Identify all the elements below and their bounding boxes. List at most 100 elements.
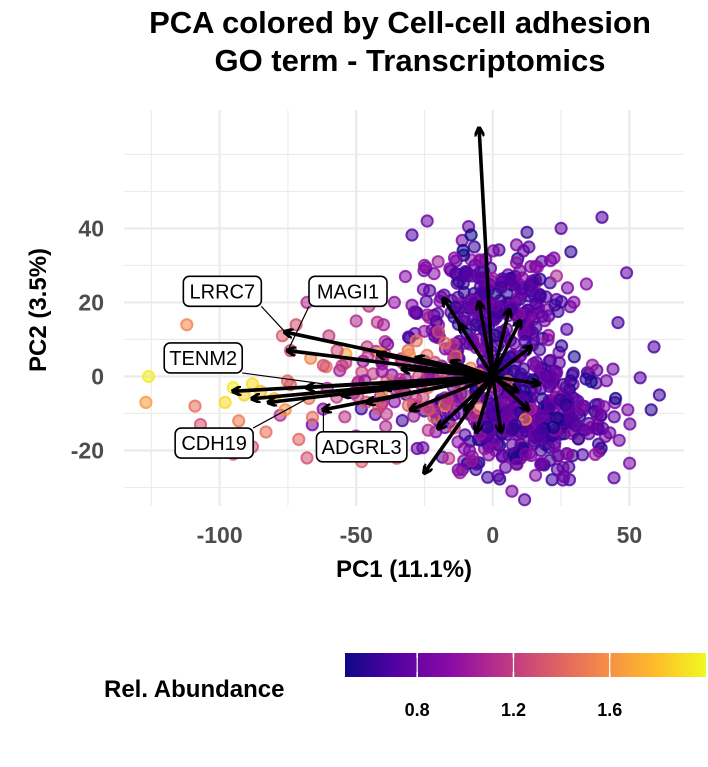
- data-point: [533, 272, 547, 286]
- data-point: [232, 414, 246, 428]
- label-leader-line: [260, 305, 286, 333]
- data-point: [566, 366, 580, 380]
- data-point: [473, 253, 487, 267]
- data-point: [409, 334, 423, 348]
- data-point: [612, 433, 626, 447]
- data-point: [633, 371, 647, 385]
- data-point: [509, 256, 524, 270]
- data-point: [518, 493, 532, 507]
- data-point: [456, 243, 470, 258]
- data-point: [416, 441, 430, 455]
- data-point: [407, 305, 422, 319]
- x-axis-title: PC1 (11.1%): [336, 556, 472, 583]
- loading-arrow: [384, 374, 493, 387]
- loading-arrow: [479, 302, 495, 377]
- data-point: [541, 333, 555, 347]
- loading-arrow: [411, 374, 494, 409]
- data-point: [508, 418, 523, 432]
- colorbar: [345, 653, 706, 677]
- data-point: [520, 225, 534, 239]
- data-point: [606, 362, 620, 376]
- data-point: [535, 309, 549, 323]
- label-box: [308, 275, 388, 308]
- data-point: [554, 295, 569, 309]
- x-tick-label: 0: [486, 522, 499, 548]
- loading-arrow: [491, 310, 509, 377]
- gene-labels: LRRC7 MAGI1 TENM2 CDH19 ADGRL3: [163, 275, 408, 463]
- data-point: [533, 343, 547, 357]
- data-point: [546, 420, 561, 434]
- data-point: [518, 412, 533, 426]
- data-point: [560, 281, 575, 295]
- data-point: [554, 221, 568, 235]
- x-tick-label: -50: [340, 522, 373, 548]
- label-leader-line: [287, 306, 310, 351]
- y-tick-label: 40: [78, 215, 104, 241]
- data-point: [540, 370, 554, 384]
- data-point: [419, 294, 433, 308]
- data-point: [562, 403, 576, 417]
- data-point: [559, 380, 573, 394]
- data-point: [534, 457, 548, 471]
- colorbar-ticks: 0.8 1.2 1.6: [405, 653, 622, 720]
- data-point: [590, 407, 604, 421]
- data-point: [278, 403, 292, 417]
- label-text: LRRC7: [190, 281, 256, 303]
- data-point: [180, 318, 194, 332]
- data-point: [505, 438, 519, 452]
- data-point: [621, 403, 635, 417]
- label-leader-line: [252, 398, 308, 429]
- data-point: [585, 358, 600, 372]
- data-point: [552, 356, 566, 370]
- data-point: [421, 423, 435, 437]
- loading-arrow: [491, 374, 518, 391]
- data-point: [533, 288, 547, 302]
- data-point: [623, 456, 637, 470]
- data-point: [467, 240, 481, 254]
- data-point: [576, 448, 590, 462]
- data-point: [335, 359, 349, 373]
- loading-arrow: [476, 375, 495, 432]
- data-point: [549, 269, 564, 283]
- legend-title: Rel. Abundance: [104, 676, 284, 703]
- data-point: [504, 273, 518, 287]
- data-point: [447, 251, 462, 265]
- data-point: [259, 425, 273, 439]
- data-point: [139, 395, 153, 409]
- colorbar-tick-label: 0.8: [405, 700, 430, 720]
- data-point: [652, 388, 667, 402]
- loading-arrow: [492, 374, 539, 383]
- y-tick-label: 20: [78, 289, 104, 315]
- data-point: [292, 432, 306, 446]
- data-point: [560, 322, 574, 336]
- data-point: [561, 447, 575, 461]
- label-text: TENM2: [169, 348, 237, 370]
- data-point: [553, 393, 567, 407]
- data-point: [280, 374, 295, 388]
- gene-label-tenm2: TENM2: [163, 342, 324, 385]
- data-point: [416, 282, 430, 296]
- data-point: [465, 454, 479, 468]
- x-tick-label: 50: [617, 522, 643, 548]
- data-point: [349, 314, 363, 328]
- data-point: [530, 260, 545, 274]
- data-point: [611, 316, 625, 330]
- label-leader-line: [242, 372, 324, 385]
- label-box: [182, 275, 263, 308]
- data-point: [316, 358, 330, 372]
- loading-arrow: [367, 374, 494, 402]
- data-point: [547, 439, 562, 454]
- data-point: [505, 484, 519, 498]
- data-point: [417, 258, 432, 272]
- data-point: [595, 210, 609, 224]
- data-point: [529, 359, 543, 373]
- y-axis-title: PC2 (3.5%): [25, 248, 52, 372]
- data-point: [509, 238, 524, 252]
- colorbar-tick-label: 1.6: [597, 700, 622, 720]
- label-box: [315, 430, 408, 463]
- chart-title-line-2: GO term - Transcriptomics: [214, 43, 605, 78]
- loading-arrows: [233, 129, 539, 473]
- data-point: [534, 409, 548, 423]
- data-point: [599, 374, 614, 388]
- loading-arrow: [460, 325, 495, 378]
